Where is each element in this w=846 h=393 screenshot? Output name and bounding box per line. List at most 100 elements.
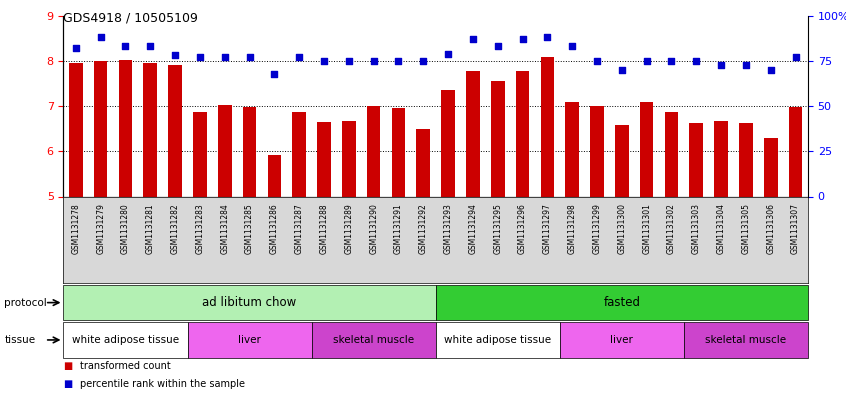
Point xyxy=(144,43,157,50)
Point xyxy=(541,34,554,40)
Bar xyxy=(94,61,107,196)
Text: GSM1131279: GSM1131279 xyxy=(96,204,105,254)
Point xyxy=(267,70,281,77)
Text: GSM1131290: GSM1131290 xyxy=(369,204,378,254)
Bar xyxy=(218,105,232,196)
Text: GSM1131292: GSM1131292 xyxy=(419,204,428,254)
Text: liver: liver xyxy=(610,335,634,345)
Text: GSM1131295: GSM1131295 xyxy=(493,204,503,254)
Text: GSM1131304: GSM1131304 xyxy=(717,204,726,254)
Point xyxy=(416,58,430,64)
Point xyxy=(591,58,604,64)
Bar xyxy=(118,60,132,196)
Text: protocol: protocol xyxy=(4,298,47,308)
Bar xyxy=(665,112,678,196)
Text: transformed count: transformed count xyxy=(80,362,171,371)
Point xyxy=(689,58,703,64)
Text: GSM1131298: GSM1131298 xyxy=(568,204,577,254)
Text: GSM1131299: GSM1131299 xyxy=(592,204,602,254)
Text: ■: ■ xyxy=(63,379,73,389)
Point xyxy=(168,52,182,59)
Text: percentile rank within the sample: percentile rank within the sample xyxy=(80,379,245,389)
Bar xyxy=(640,103,653,196)
Point xyxy=(516,36,530,42)
Text: GDS4918 / 10505109: GDS4918 / 10505109 xyxy=(63,12,198,25)
Point xyxy=(293,54,306,61)
Text: GSM1131307: GSM1131307 xyxy=(791,204,800,254)
Text: GSM1131280: GSM1131280 xyxy=(121,204,130,254)
Text: skeletal muscle: skeletal muscle xyxy=(333,335,415,345)
Point xyxy=(118,43,132,50)
Bar xyxy=(311,322,436,358)
Bar xyxy=(541,57,554,196)
Bar xyxy=(764,138,777,196)
Text: GSM1131278: GSM1131278 xyxy=(71,204,80,254)
Text: GSM1131294: GSM1131294 xyxy=(469,204,477,254)
Text: fasted: fasted xyxy=(603,296,640,309)
Point xyxy=(442,51,455,57)
Text: GSM1131300: GSM1131300 xyxy=(618,204,626,254)
Text: GSM1131286: GSM1131286 xyxy=(270,204,279,254)
Bar xyxy=(739,123,753,196)
Bar xyxy=(69,63,83,196)
Bar xyxy=(416,129,430,196)
Bar xyxy=(392,108,405,196)
Text: GSM1131282: GSM1131282 xyxy=(171,204,179,254)
Bar xyxy=(591,106,604,196)
Text: GSM1131293: GSM1131293 xyxy=(443,204,453,254)
Point xyxy=(367,58,381,64)
Bar xyxy=(267,155,281,196)
Text: white adipose tissue: white adipose tissue xyxy=(72,335,179,345)
Bar xyxy=(436,285,808,320)
Point xyxy=(640,58,653,64)
Text: GSM1131283: GSM1131283 xyxy=(195,204,205,254)
Text: GSM1131302: GSM1131302 xyxy=(667,204,676,254)
Point xyxy=(491,43,504,50)
Point xyxy=(94,34,107,40)
Point xyxy=(218,54,232,61)
Bar xyxy=(442,90,455,196)
Text: GSM1131306: GSM1131306 xyxy=(766,204,775,254)
Bar xyxy=(342,121,355,196)
Point xyxy=(342,58,355,64)
Point xyxy=(764,67,777,73)
Bar xyxy=(317,122,331,196)
Point xyxy=(565,43,579,50)
Bar xyxy=(466,71,480,196)
Text: GSM1131285: GSM1131285 xyxy=(245,204,254,254)
Text: GSM1131288: GSM1131288 xyxy=(320,204,328,254)
Text: GSM1131289: GSM1131289 xyxy=(344,204,354,254)
Bar xyxy=(243,107,256,196)
Bar xyxy=(188,322,311,358)
Bar xyxy=(193,112,206,196)
Bar xyxy=(714,121,728,196)
Text: tissue: tissue xyxy=(4,335,36,345)
Point xyxy=(317,58,331,64)
Bar xyxy=(684,322,808,358)
Text: liver: liver xyxy=(238,335,261,345)
Bar xyxy=(689,123,703,196)
Point xyxy=(69,45,83,51)
Bar xyxy=(788,107,802,196)
Text: GSM1131303: GSM1131303 xyxy=(692,204,700,254)
Point xyxy=(392,58,405,64)
Bar xyxy=(615,125,629,196)
Bar xyxy=(560,322,684,358)
Text: skeletal muscle: skeletal muscle xyxy=(706,335,787,345)
Text: GSM1131301: GSM1131301 xyxy=(642,204,651,254)
Text: ■: ■ xyxy=(63,362,73,371)
Text: GSM1131287: GSM1131287 xyxy=(294,204,304,254)
Point xyxy=(788,54,802,61)
Bar xyxy=(436,322,560,358)
Point xyxy=(739,61,753,68)
Text: GSM1131281: GSM1131281 xyxy=(146,204,155,254)
Text: GSM1131284: GSM1131284 xyxy=(220,204,229,254)
Text: ad libitum chow: ad libitum chow xyxy=(202,296,297,309)
Bar xyxy=(144,63,157,196)
Bar xyxy=(293,112,306,196)
Text: white adipose tissue: white adipose tissue xyxy=(444,335,552,345)
Point xyxy=(193,54,206,61)
Point xyxy=(714,61,728,68)
Bar xyxy=(63,285,436,320)
Point xyxy=(615,67,629,73)
